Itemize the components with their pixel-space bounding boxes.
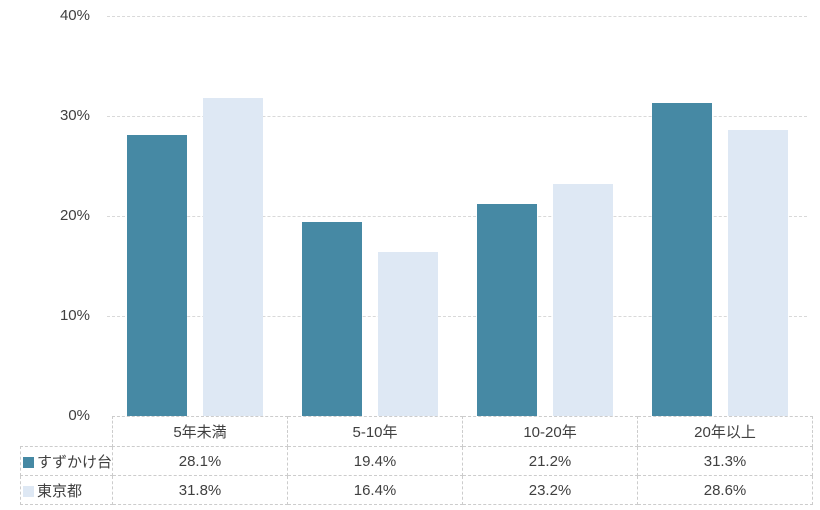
gridline (107, 16, 807, 17)
y-axis-tick-label: 40% (59, 7, 90, 24)
bar-series1-cat2 (301, 222, 362, 416)
bar-series1-cat3 (476, 204, 537, 416)
legend-label: 東京都 (37, 482, 83, 500)
bar-series1-cat1 (126, 135, 187, 416)
bar-series2-cat3 (552, 184, 613, 416)
value-cell: 31.3% (637, 446, 814, 476)
gridline (107, 216, 807, 217)
bar-group-1 (107, 16, 282, 416)
value-cell: 19.4% (287, 446, 464, 476)
value-cell: 28.6% (637, 475, 814, 505)
legend-cell: すずかけ台 (19, 446, 114, 476)
value-cell: 31.8% (112, 475, 289, 505)
value-cell: 21.2% (462, 446, 639, 476)
table-row: 東京都 31.8% 16.4% 23.2% 28.6% (19, 475, 814, 505)
category-header: 5年未満 (112, 416, 289, 447)
bar-group-3 (457, 16, 632, 416)
plot-area (107, 16, 807, 416)
value-cell: 16.4% (287, 475, 464, 505)
y-axis-tick-label: 20% (59, 207, 90, 224)
legend-swatch-icon (23, 485, 34, 497)
bar-series2-cat2 (377, 252, 438, 416)
legend-label: すずかけ台 (37, 453, 113, 471)
category-header: 5-10年 (287, 416, 464, 447)
value-cell: 23.2% (462, 475, 639, 505)
bar-series1-cat4 (651, 103, 712, 416)
legend-cell: 東京都 (19, 475, 114, 505)
y-axis-tick-label: 0% (68, 407, 90, 424)
y-axis-tick-label: 30% (59, 107, 90, 124)
category-header: 10-20年 (462, 416, 639, 447)
value-cell: 28.1% (112, 446, 289, 476)
category-header: 20年以上 (637, 416, 814, 447)
bar-series2-cat4 (727, 130, 788, 416)
data-table: 5年未満 5-10年 10-20年 20年以上 すずかけ台 28.1% 19.4% 21.2%… (19, 416, 814, 505)
bar-group-4 (632, 16, 807, 416)
gridline (107, 116, 807, 117)
table-row: すずかけ台 28.1% 19.4% 21.2% 31.3% (19, 446, 814, 476)
gridline (107, 316, 807, 317)
y-axis-tick-label: 10% (59, 307, 90, 324)
bar-group-2 (282, 16, 457, 416)
table-corner-blank (21, 417, 113, 447)
legend-swatch-icon (23, 456, 34, 468)
bar-series2-cat1 (202, 98, 263, 416)
